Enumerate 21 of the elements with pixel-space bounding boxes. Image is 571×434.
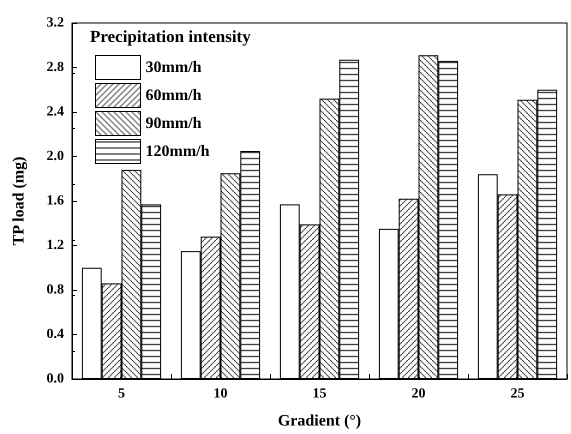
x-tick-label: 20 (412, 386, 426, 402)
x-tick-label: 15 (312, 386, 326, 402)
y-tick-label: 1.6 (46, 194, 64, 208)
y-tick-label: 1.2 (46, 238, 64, 253)
legend-label: 30mm/h (146, 59, 202, 76)
x-tick-label: 10 (214, 386, 228, 402)
x-tick-label: 5 (118, 386, 125, 402)
y-tick-label: 2.8 (46, 60, 64, 75)
y-tick-label: 3.2 (46, 16, 64, 30)
y-tick-label: 0.4 (46, 327, 64, 342)
x-axis-title: Gradient (°) (278, 412, 362, 430)
y-axis-title: TP load (mg) (10, 156, 28, 246)
y-tick-label: 2.4 (46, 104, 64, 120)
y-tick-label: 0.8 (46, 282, 64, 298)
x-tick-label: 25 (510, 386, 524, 402)
legend-label: 120mm/h (146, 143, 210, 160)
y-tick-label: 2.0 (46, 149, 64, 164)
legend-title: Precipitation intensity (90, 27, 252, 46)
legend-label: 90mm/h (146, 115, 202, 132)
y-tick-label: 0.0 (46, 372, 64, 386)
legend-label: 60mm/h (146, 87, 202, 104)
